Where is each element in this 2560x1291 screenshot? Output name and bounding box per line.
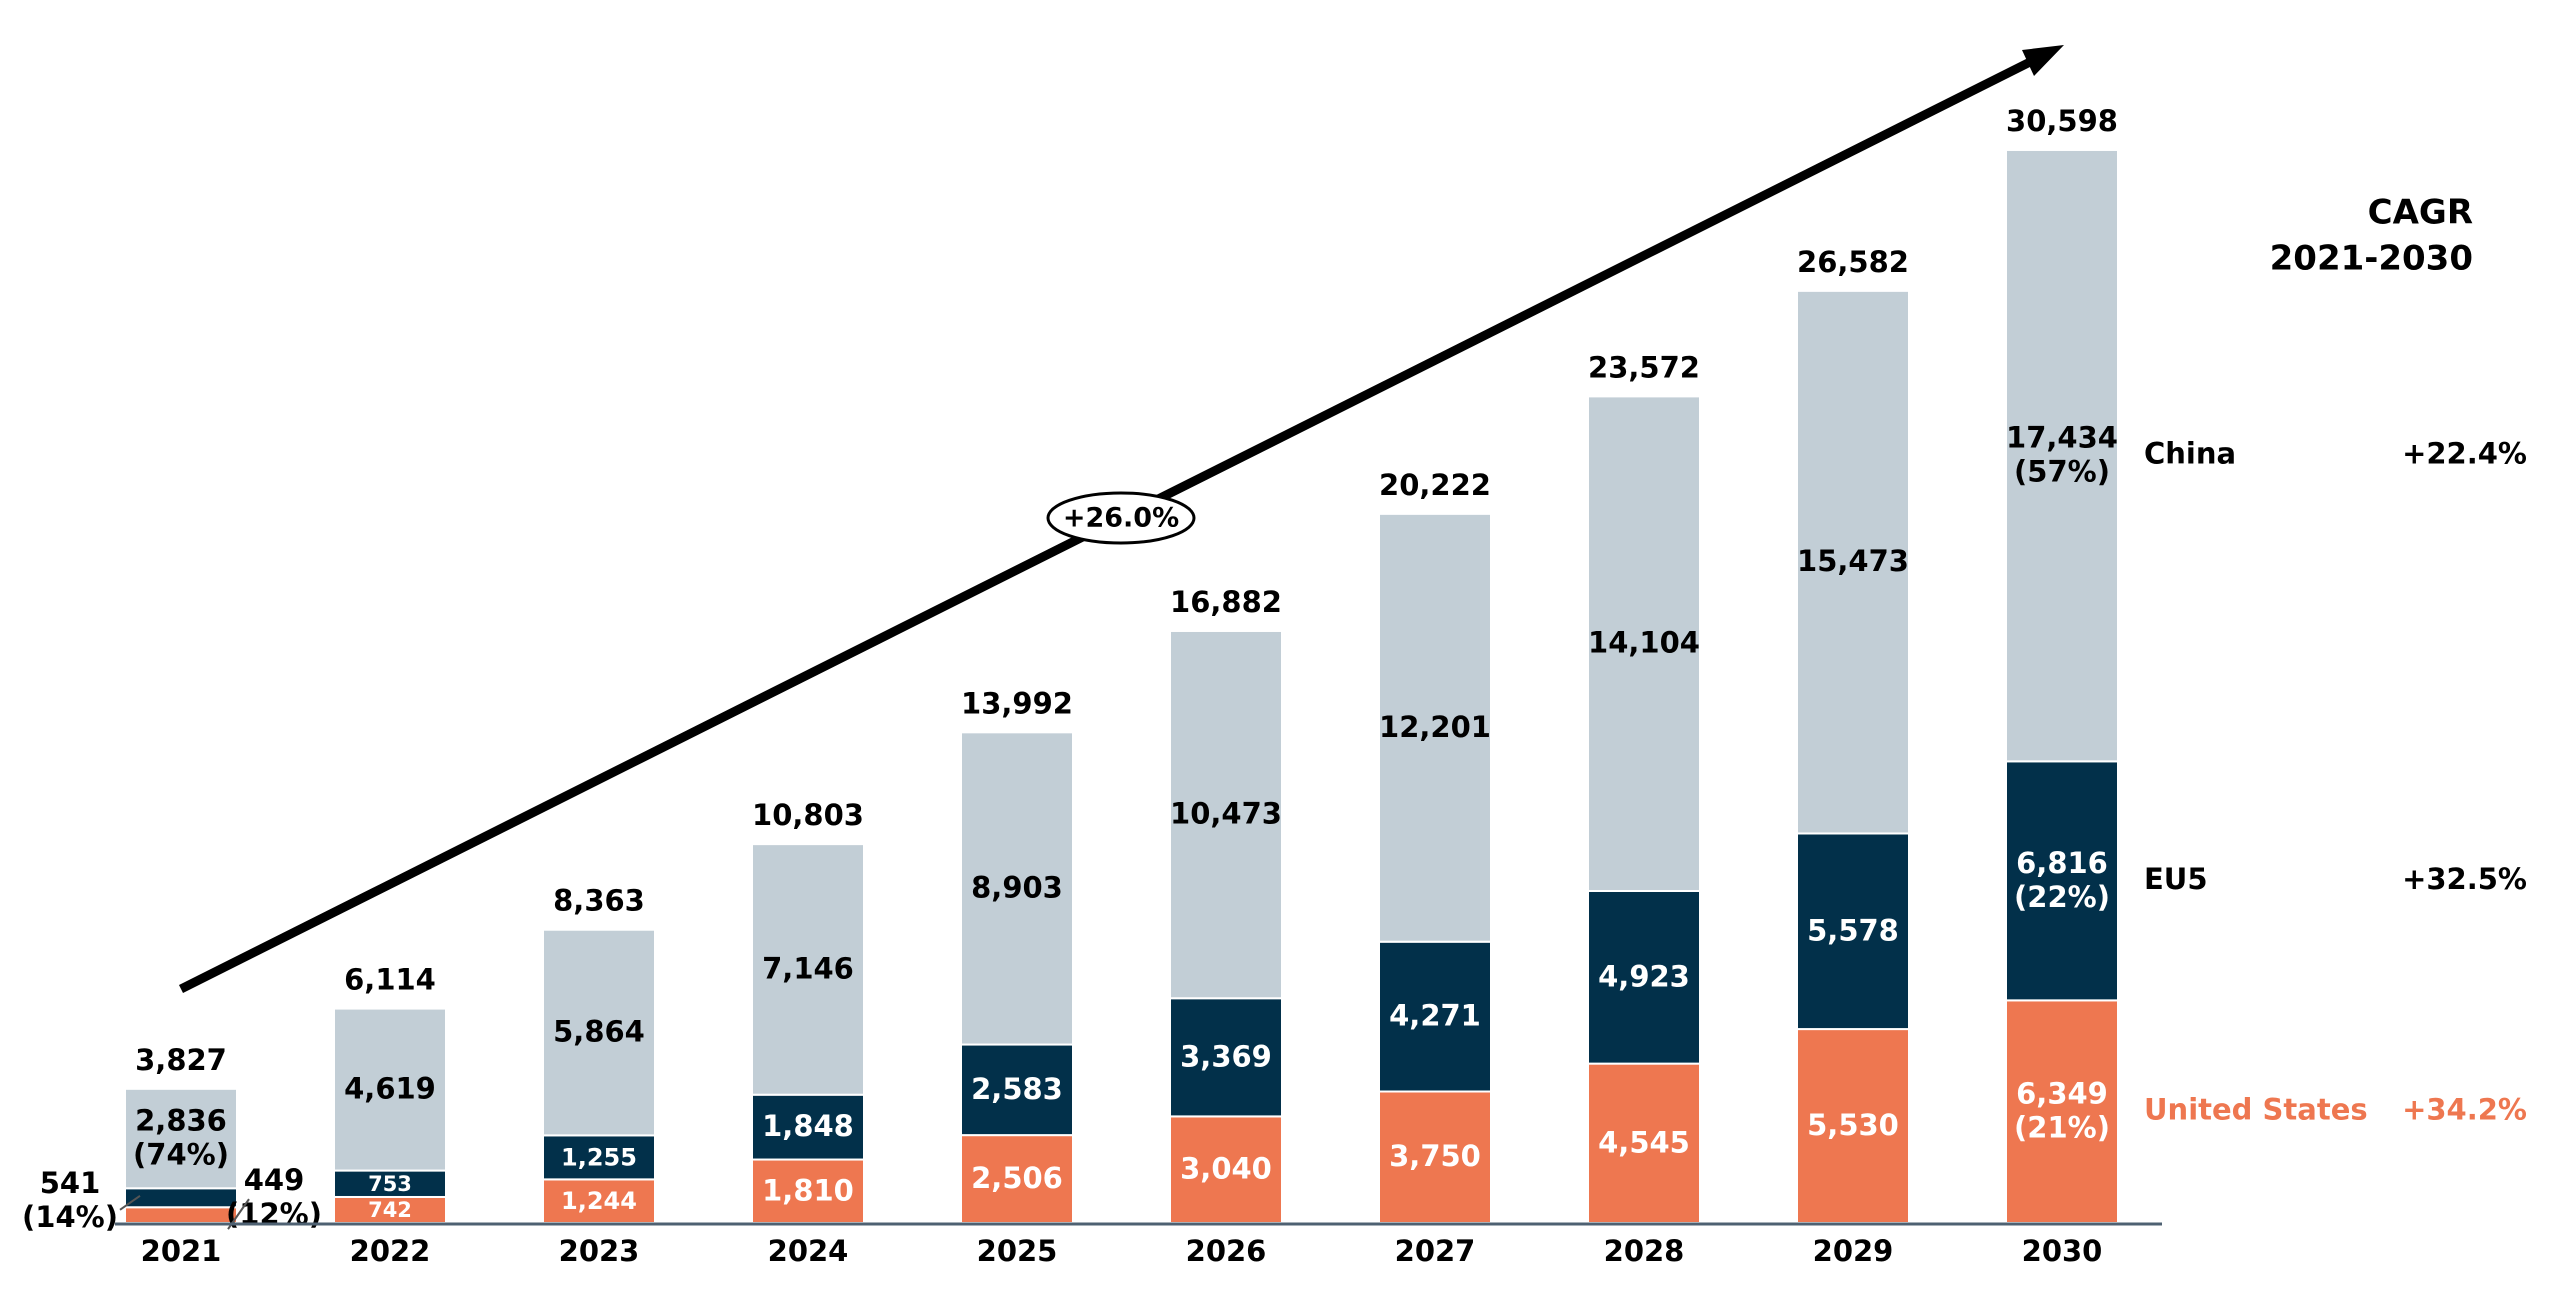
cagr-value-china: +22.4%	[2402, 437, 2527, 471]
total-label-2024: 10,803	[752, 798, 864, 832]
data-label-eu5-2024: 1,848	[762, 1109, 854, 1143]
data-label-united-states-2027: 3,750	[1389, 1139, 1481, 1173]
data-label-china-2023: 5,864	[553, 1015, 645, 1049]
bar-china-2028	[1587, 395, 1701, 892]
bar-china-2030	[2005, 148, 2119, 763]
data-label-united-states-2023: 1,244	[561, 1187, 637, 1215]
bar-china-2029	[1796, 289, 1910, 835]
data-label-china-2022: 4,619	[344, 1072, 436, 1106]
data-label-united-states-2029: 5,530	[1807, 1108, 1899, 1142]
data-label-eu5-2027: 4,271	[1389, 999, 1481, 1033]
data-label-china-2025: 8,903	[971, 870, 1063, 904]
data-label-united-states-2024: 1,810	[762, 1173, 854, 1207]
bar-eu5-2028	[1587, 889, 1701, 1065]
data-label-united-states-2028: 4,545	[1598, 1125, 1690, 1159]
bar-china-2023	[542, 928, 656, 1137]
x-tick-label-2022: 2022	[350, 1234, 431, 1268]
bar-china-2027	[1378, 512, 1492, 943]
total-label-2027: 20,222	[1379, 468, 1491, 502]
trend-arrow-head	[2022, 45, 2064, 76]
total-label-2028: 23,572	[1588, 350, 1700, 384]
data-label-eu5-2023: 1,255	[561, 1143, 637, 1171]
bar-eu5-2024	[751, 1093, 865, 1161]
total-label-2023: 8,363	[553, 884, 645, 918]
x-tick-label-2021: 2021	[141, 1234, 222, 1268]
x-tick-label-2026: 2026	[1186, 1234, 1267, 1268]
bar-united-states-2026	[1169, 1115, 1283, 1224]
data-label-united-states-2022: 742	[368, 1198, 412, 1222]
total-label-2029: 26,582	[1797, 245, 1909, 279]
data-label-china-2026: 10,473	[1170, 797, 1282, 831]
x-tick-label-2028: 2028	[1604, 1234, 1685, 1268]
data-label-eu5-2022: 753	[368, 1172, 412, 1196]
cagr-value-united-states: +34.2%	[2402, 1093, 2527, 1127]
bar-united-states-2021	[124, 1206, 238, 1225]
bar-china-2025	[960, 731, 1074, 1046]
cagr-value-eu5: +32.5%	[2402, 862, 2527, 896]
bar-eu5-2025	[960, 1043, 1074, 1137]
bar-united-states-2022	[333, 1195, 447, 1225]
data-label-united-states-2025: 2,506	[971, 1161, 1063, 1195]
bar-united-states-2023	[542, 1178, 656, 1225]
bar-china-2026	[1169, 629, 1283, 1000]
total-label-2022: 6,114	[344, 963, 436, 997]
bar-eu5-2026	[1169, 997, 1283, 1118]
bar-united-states-2024	[751, 1158, 865, 1225]
total-label-2025: 13,992	[961, 686, 1073, 720]
x-tick-label-2029: 2029	[1813, 1234, 1894, 1268]
bar-china-2022	[333, 1007, 447, 1172]
trend-annotation-label: +26.0%	[1063, 503, 1179, 534]
data-label-eu5-2028: 4,923	[1598, 959, 1690, 993]
x-tick-label-2025: 2025	[977, 1234, 1058, 1268]
total-label-2026: 16,882	[1170, 585, 1282, 619]
legend-label-eu5: EU5	[2144, 862, 2208, 896]
data-label-eu5-2026: 3,369	[1180, 1039, 1272, 1073]
trend-annotation-oval	[1046, 491, 1196, 545]
bar-united-states-2025	[960, 1134, 1074, 1225]
data-label-eu5-2030: 6,816 (22%)	[2014, 846, 2110, 914]
legend-label-united-states: United States	[2144, 1093, 2368, 1127]
legend-label-china: China	[2144, 437, 2236, 471]
data-label-eu5-2025: 2,583	[971, 1072, 1063, 1106]
total-label-2030: 30,598	[2006, 104, 2118, 138]
total-label-2021: 3,827	[135, 1043, 227, 1077]
cagr-header-line1: CAGR	[2368, 193, 2473, 233]
data-label-china-2024: 7,146	[762, 951, 854, 985]
data-label-eu5-2029: 5,578	[1807, 913, 1899, 947]
data-label-united-states-2030: 6,349 (21%)	[2014, 1077, 2110, 1145]
x-tick-label-2023: 2023	[559, 1234, 640, 1268]
data-label-china-2029: 15,473	[1797, 544, 1909, 578]
bar-eu5-2023	[542, 1134, 656, 1181]
x-tick-label-2027: 2027	[1395, 1234, 1476, 1268]
data-label-united-states-2021: 449 (12%)	[226, 1163, 322, 1231]
x-tick-label-2024: 2024	[768, 1234, 849, 1268]
data-label-eu5-2021: 541 (14%)	[22, 1166, 118, 1234]
data-label-china-2027: 12,201	[1379, 710, 1491, 744]
bar-united-states-2029	[1796, 1028, 1910, 1225]
bar-eu5-2027	[1378, 940, 1492, 1093]
data-label-china-2021: 2,836 (74%)	[133, 1104, 229, 1172]
bar-united-states-2030	[2005, 999, 2119, 1224]
bar-china-2024	[751, 843, 865, 1096]
data-label-china-2030: 17,434 (57%)	[2006, 421, 2118, 489]
data-label-china-2028: 14,104	[1588, 626, 1700, 660]
bar-eu5-2021	[124, 1187, 238, 1209]
bar-china-2021	[124, 1087, 238, 1190]
cagr-header-line2: 2021-2030	[2270, 239, 2473, 279]
x-tick-label-2030: 2030	[2022, 1234, 2103, 1268]
data-label-united-states-2026: 3,040	[1180, 1152, 1272, 1186]
leader-line-eu5-2021	[119, 1194, 141, 1211]
bar-eu5-2030	[2005, 760, 2119, 1002]
